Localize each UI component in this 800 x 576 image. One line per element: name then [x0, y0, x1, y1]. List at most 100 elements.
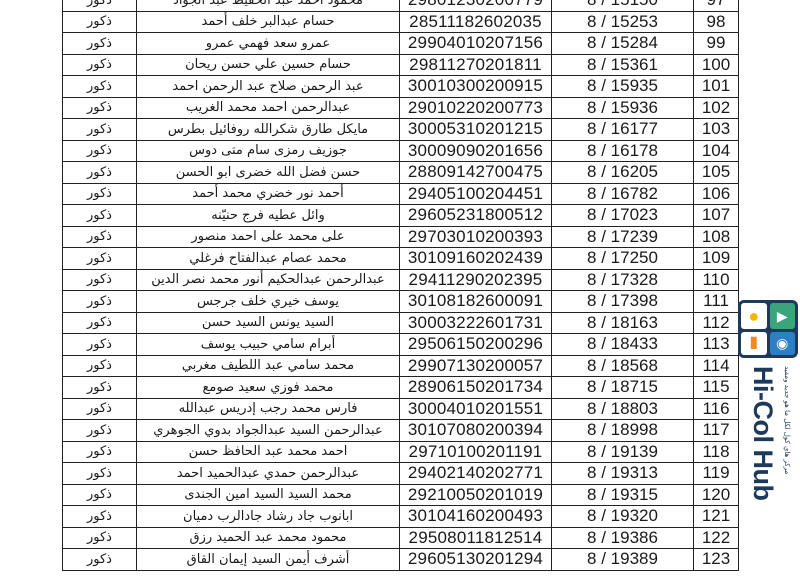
table-row: ذكور على محمد على احمد منصور 2970301020039…: [62, 225, 739, 248]
seat-code-cell: 8 / 18433: [551, 333, 694, 356]
table-row: ذكور أشرف أيمن السيد إيمان القاق 296051302…: [62, 548, 739, 571]
national-id-cell: 29010220200773: [399, 96, 552, 119]
seat-code-cell: 8 / 19389: [551, 548, 694, 571]
chat-bubble-icon: ●: [741, 303, 767, 329]
gender-cell: ذكور: [62, 483, 137, 506]
serial-number-cell: 104: [693, 139, 739, 162]
gender-cell: ذكور: [62, 548, 137, 571]
serial-number-cell: 101: [693, 75, 739, 98]
national-id-cell: 29801230200779: [399, 0, 552, 12]
gender-cell: ذكور: [62, 225, 137, 248]
name-cell: حسام حسين علي حسن ريحان: [136, 53, 400, 76]
gender-cell: ذكور: [62, 290, 137, 313]
seat-code-cell: 8 / 17023: [551, 204, 694, 227]
name-cell: أحمد نور خضري محمد أحمد: [136, 182, 400, 205]
table-row: ذكور يوسف خيري خلف جرجس 30108182600091 8 / …: [62, 290, 739, 313]
table-row: ذكور أحمد نور خضري محمد أحمد 2940510020445…: [62, 182, 739, 205]
table-row: ذكور مايكل طارق شكرالله روفائيل بطرس 30005…: [62, 118, 739, 141]
national-id-cell: 28906150201734: [399, 376, 552, 399]
serial-number-cell: 119: [693, 462, 739, 485]
name-cell: محمد السيد السيد امين الجندى: [136, 483, 400, 506]
serial-number-cell: 106: [693, 182, 739, 205]
name-cell: حسن فضل الله خضرى ابو الحسن: [136, 161, 400, 184]
national-id-cell: 29411290202395: [399, 268, 552, 291]
serial-number-cell: 99: [693, 32, 739, 55]
national-id-cell: 29405100204451: [399, 182, 552, 205]
table-row: ذكور عبد الرحمن صلاح عبد الرحمن احمد 30010…: [62, 75, 739, 98]
national-id-cell: 28809142700475: [399, 161, 552, 184]
name-cell: عبدالرحمن حمدي عبدالحميد احمد: [136, 462, 400, 485]
name-cell: عمرو سعد فهمي عمرو: [136, 32, 400, 55]
seat-code-cell: 8 / 15284: [551, 32, 694, 55]
name-cell: السيد يونس السيد حسن: [136, 311, 400, 334]
table-row: ذكور جوزيف رمزى سام متى دوس 30009090201656…: [62, 139, 739, 162]
national-id-cell: 29605231800512: [399, 204, 552, 227]
name-cell: عبدالرحمن السيد عبدالجواد بدوي الجوهري: [136, 419, 400, 442]
gender-cell: ذكور: [62, 32, 137, 55]
name-cell: عبدالرحمن عبدالحكيم أنور محمد نصر الدين: [136, 268, 400, 291]
seat-code-cell: 8 / 17398: [551, 290, 694, 313]
gender-cell: ذكور: [62, 53, 137, 76]
camera-icon: ◉: [769, 331, 795, 355]
table-row: ذكور احمد محمد عبد الحافظ حسن 297101002011…: [62, 440, 739, 463]
table-row: ذكور محمد عصام عبدالفتاح فرغلي 30109160202…: [62, 247, 739, 270]
gender-cell: ذكور: [62, 118, 137, 141]
seat-code-cell: 8 / 19320: [551, 505, 694, 528]
table-row: ذكور عبدالرحمن حمدي عبدالحميد احمد 2940214…: [62, 462, 739, 485]
seat-code-cell: 8 / 16205: [551, 161, 694, 184]
national-id-cell: 29904010207156: [399, 32, 552, 55]
gender-cell: ذكور: [62, 247, 137, 270]
national-id-cell: 29907130200057: [399, 354, 552, 377]
seat-code-cell: 8 / 19139: [551, 440, 694, 463]
gender-cell: ذكور: [62, 10, 137, 33]
name-cell: محمود محمد عبد الحميد رزق: [136, 526, 400, 549]
gender-cell: ذكور: [62, 204, 137, 227]
national-id-cell: 29811270201811: [399, 53, 552, 76]
serial-number-cell: 114: [693, 354, 739, 377]
seat-code-cell: 8 / 18998: [551, 419, 694, 442]
national-id-cell: 30005310201215: [399, 118, 552, 141]
seat-code-cell: 8 / 17239: [551, 225, 694, 248]
national-id-cell: 30004010201551: [399, 397, 552, 420]
table-row: ذكور أبرام سامي حبيب يوسف 29506150200296 8 …: [62, 333, 739, 356]
table-row: ذكور محمود محمد عبد الحميد رزق 29508011812…: [62, 526, 739, 549]
serial-number-cell: 97: [693, 0, 739, 12]
serial-number-cell: 121: [693, 505, 739, 528]
table-row: ذكور محمد فوزي سعيد صومع 28906150201734 8 /…: [62, 376, 739, 399]
serial-number-cell: 102: [693, 96, 739, 119]
table-row: ذكور ابانوب جاد رشاد جادالرب دميان 3010416…: [62, 505, 739, 528]
gender-cell: ذكور: [62, 333, 137, 356]
watermark-tagline: مركز هاي كول لكل ما هو جديد ومفيد: [783, 366, 791, 475]
national-id-cell: 30009090201656: [399, 139, 552, 162]
name-cell: محمد سامي عبد اللطيف مغربي: [136, 354, 400, 377]
table-row: ذكور حسام حسين علي حسن ريحان 2981127020181…: [62, 53, 739, 76]
national-id-cell: 29703010200393: [399, 225, 552, 248]
name-cell: جوزيف رمزى سام متى دوس: [136, 139, 400, 162]
seat-code-cell: 8 / 19386: [551, 526, 694, 549]
serial-number-cell: 98: [693, 10, 739, 33]
gender-cell: ذكور: [62, 96, 137, 119]
seat-code-cell: 8 / 15935: [551, 75, 694, 98]
national-id-cell: 29508011812514: [399, 526, 552, 549]
table-row: ذكور وائل عطيه فرج حنيّنه 29605231800512 8 …: [62, 204, 739, 227]
gender-cell: ذكور: [62, 75, 137, 98]
table-row: ذكور حسام عبدالبر خلف أحمد 28511182602035 8…: [62, 10, 739, 33]
name-cell: محمد فوزي سعيد صومع: [136, 376, 400, 399]
table-row: ذكور عبدالرحمن احمد محمد الغريب 2901022020…: [62, 96, 739, 119]
table-row: ذكور حسن فضل الله خضرى ابو الحسن 288091427…: [62, 161, 739, 184]
serial-number-cell: 107: [693, 204, 739, 227]
name-cell: أشرف أيمن السيد إيمان القاق: [136, 548, 400, 571]
national-id-cell: 29710100201191: [399, 440, 552, 463]
book-icon: ▮: [741, 331, 767, 355]
seat-code-cell: 8 / 16178: [551, 139, 694, 162]
national-id-cell: 30107080200394: [399, 419, 552, 442]
serial-number-cell: 118: [693, 440, 739, 463]
serial-number-cell: 120: [693, 483, 739, 506]
national-id-cell: 28511182602035: [399, 10, 552, 33]
gender-cell: ذكور: [62, 311, 137, 334]
name-cell: مايكل طارق شكرالله روفائيل بطرس: [136, 118, 400, 141]
national-id-cell: 29402140202771: [399, 462, 552, 485]
name-cell: احمد محمد عبد الحافظ حسن: [136, 440, 400, 463]
